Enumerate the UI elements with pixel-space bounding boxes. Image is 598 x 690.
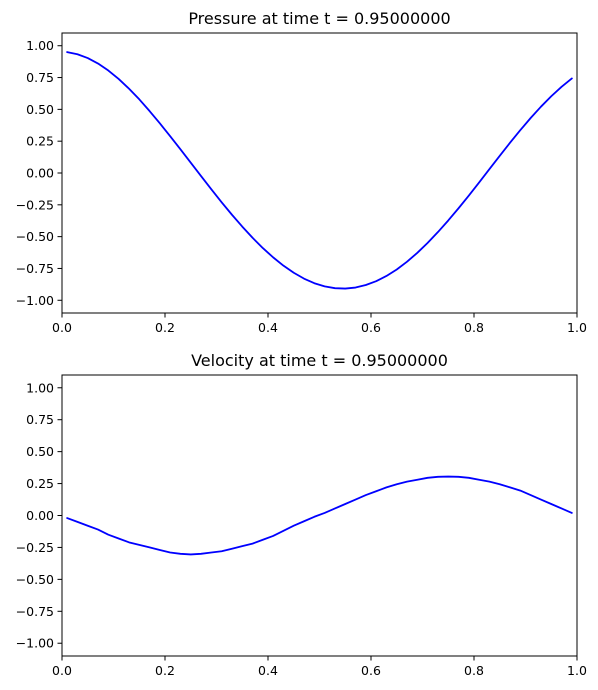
velocity-y-tick-label: 0.50 xyxy=(26,444,54,459)
pressure-y-tick-label: 0.50 xyxy=(26,102,54,117)
velocity-plot: Velocity at time t = 0.95000000 0.0 0.2 0.… xyxy=(16,351,587,678)
pressure-y-tick-label: −1.00 xyxy=(16,293,54,308)
pressure-x-tick-label: 0.6 xyxy=(361,320,381,335)
pressure-y-tick-label: −0.75 xyxy=(16,261,54,276)
velocity-x-tick-label: 0.0 xyxy=(52,663,72,678)
pressure-x-axis: 0.0 0.2 0.4 0.6 0.8 1.0 xyxy=(52,313,587,335)
velocity-series-line xyxy=(66,475,573,556)
pressure-plot: Pressure at time t = 0.95000000 0.0 0.2 0.… xyxy=(16,9,587,335)
velocity-plot-frame xyxy=(61,374,578,657)
velocity-series xyxy=(66,475,573,556)
pressure-y-tick-label: −0.25 xyxy=(16,197,54,212)
pressure-series-line xyxy=(66,51,573,290)
velocity-y-tick-label: −0.50 xyxy=(16,572,54,587)
velocity-x-tick-label: 0.2 xyxy=(155,663,175,678)
pressure-y-tick-label: 0.25 xyxy=(26,134,54,149)
velocity-y-tick-label: −0.75 xyxy=(16,604,54,619)
velocity-x-axis: 0.0 0.2 0.4 0.6 0.8 1.0 xyxy=(52,656,587,678)
pressure-x-tick-label: 0.4 xyxy=(258,320,278,335)
pressure-x-tick-label: 1.0 xyxy=(567,320,587,335)
velocity-y-tick-label: −1.00 xyxy=(16,636,54,651)
velocity-y-tick-label: 0.00 xyxy=(26,508,54,523)
velocity-y-tick-label: −0.25 xyxy=(16,540,54,555)
velocity-y-tick-label: 0.75 xyxy=(26,412,54,427)
velocity-y-axis: 1.00 0.75 0.50 0.25 0.00 −0.25 −0.50 −0.75 −1.00 xyxy=(16,380,62,651)
pressure-x-tick-label: 0.2 xyxy=(155,320,175,335)
velocity-x-tick-label: 0.8 xyxy=(464,663,484,678)
velocity-y-tick-label: 0.25 xyxy=(26,476,54,491)
pressure-x-tick-label: 0.8 xyxy=(464,320,484,335)
velocity-x-tick-label: 0.4 xyxy=(258,663,278,678)
pressure-series xyxy=(66,51,573,290)
pressure-y-tick-label: −0.50 xyxy=(16,229,54,244)
velocity-plot-title: Velocity at time t = 0.95000000 xyxy=(191,351,448,370)
velocity-x-tick-label: 1.0 xyxy=(567,663,587,678)
pressure-plot-frame xyxy=(61,32,578,314)
pressure-x-tick-label: 0.0 xyxy=(52,320,72,335)
pressure-plot-title: Pressure at time t = 0.95000000 xyxy=(188,9,450,28)
velocity-y-tick-label: 1.00 xyxy=(26,380,54,395)
pressure-y-axis: 1.00 0.75 0.50 0.25 0.00 −0.25 −0.50 −0.75 −1.00 xyxy=(16,38,62,308)
pressure-y-tick-label: 0.75 xyxy=(26,70,54,85)
pressure-y-tick-label: 0.00 xyxy=(26,166,54,181)
pressure-y-tick-label: 1.00 xyxy=(26,38,54,53)
velocity-x-tick-label: 0.6 xyxy=(361,663,381,678)
